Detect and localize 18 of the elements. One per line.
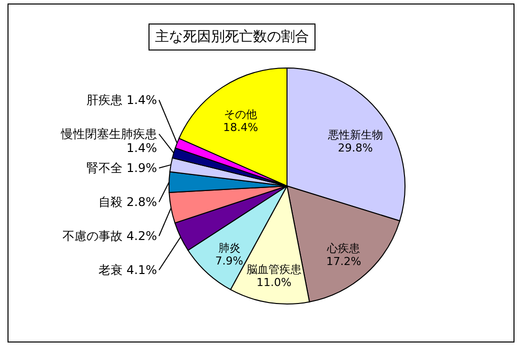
slice-label: 脳血管疾患 [246,262,302,276]
slice-label: 老衰 4.1% [98,263,157,277]
data-label: 7.9% [215,254,244,268]
slice-label: 慢性閉塞生肺疾患 [60,127,157,141]
slice-label: 腎不全 1.9% [86,161,157,175]
data-label: 18.4% [223,120,258,134]
slice-label: 自殺 2.8% [98,195,157,209]
slice-label: 肝疾患 1.4% [86,93,157,107]
slice-label: 心疾患 [326,242,360,256]
data-label: 11.0% [256,276,292,289]
slice-label: その他 [224,108,258,121]
data-label: 29.8% [338,142,373,155]
slice-label: 悪性新生物 [326,128,383,142]
chart-title: 主な死因別死亡数の割合 [155,29,309,45]
data-label: 1.4% [126,141,157,155]
slice-label: 肺炎 [218,241,240,254]
slice-label: 不慮の事故 4.2% [62,229,157,243]
data-label: 17.2% [326,255,362,268]
